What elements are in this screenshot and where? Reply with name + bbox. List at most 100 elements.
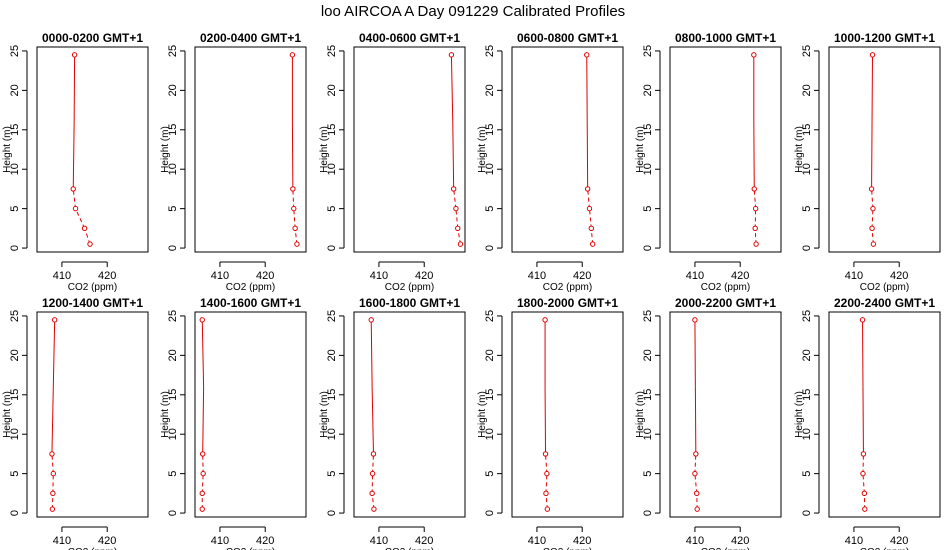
y-tick-label: 15 xyxy=(801,389,813,401)
y-tick-label: 25 xyxy=(9,45,21,57)
y-tick-label: 15 xyxy=(9,389,21,401)
panel-title: 2200-2400 GMT+1 xyxy=(834,296,935,310)
profile-segment xyxy=(753,188,757,209)
x-axis-label: CO2 (ppm) xyxy=(68,547,117,550)
data-point xyxy=(692,470,698,477)
y-tick-label: 0 xyxy=(9,510,21,516)
data-point xyxy=(692,317,698,323)
data-point xyxy=(290,186,296,192)
y-axis-label: Height (m) xyxy=(635,126,646,173)
y-tick-label: 0 xyxy=(642,245,654,251)
profile-series xyxy=(868,52,877,247)
figure-title: loo AIRCOA A Day 091229 Calibrated Profi… xyxy=(321,3,625,20)
y-tick-label: 10 xyxy=(9,163,21,175)
y-axis-label: Height (m) xyxy=(794,391,805,438)
y-axis-label: Height (m) xyxy=(477,126,488,173)
data-point xyxy=(868,186,875,192)
plot-frame xyxy=(36,46,149,253)
y-tick-label: 10 xyxy=(326,163,338,175)
profile-panel: 1800-2000 GMT+1 0 5 10 15 20 25 Height (m) 410 42… xyxy=(477,296,624,550)
profile-segment xyxy=(453,188,457,209)
y-tick-label: 10 xyxy=(642,163,654,175)
y-axis: 0 5 10 15 20 25 Height (m) xyxy=(635,310,661,516)
y-tick-label: 15 xyxy=(484,389,496,401)
y-tick-label: 25 xyxy=(167,45,179,57)
panel-title: 1400-1600 GMT+1 xyxy=(200,296,301,310)
profile-segment xyxy=(201,319,205,387)
y-axis: 0 5 10 15 20 25 Height (m) xyxy=(160,45,186,251)
y-tick-label: 25 xyxy=(326,310,338,322)
y-tick-label: 5 xyxy=(484,206,496,212)
y-tick-label: 15 xyxy=(9,124,21,136)
y-tick-label: 0 xyxy=(801,510,813,516)
profile-series xyxy=(542,317,551,512)
data-point xyxy=(859,317,866,323)
data-point xyxy=(50,490,56,497)
plot-frame xyxy=(828,46,941,253)
x-tick-label: 420 xyxy=(98,535,116,547)
panel-title: 0400-0600 GMT+1 xyxy=(359,31,460,45)
y-tick-label: 5 xyxy=(801,471,813,477)
data-point xyxy=(861,490,868,497)
data-point xyxy=(289,52,296,58)
y-axis-label: Height (m) xyxy=(2,391,13,438)
profile-segment xyxy=(84,228,91,245)
x-tick-label: 420 xyxy=(98,270,116,282)
x-tick-label: 410 xyxy=(845,270,863,282)
y-tick-label: 15 xyxy=(642,124,654,136)
y-tick-label: 15 xyxy=(801,124,813,136)
y-tick-label: 15 xyxy=(326,389,338,401)
x-axis-label: CO2 (ppm) xyxy=(226,282,275,293)
profile-panel: 2200-2400 GMT+1 0 5 10 15 20 25 Height (m) 410 42… xyxy=(794,296,941,550)
y-tick-label: 20 xyxy=(167,84,179,96)
x-tick-label: 410 xyxy=(528,535,546,547)
data-point xyxy=(751,186,757,192)
data-point xyxy=(81,225,88,232)
profile-segment xyxy=(455,208,459,229)
profile-segment xyxy=(694,473,698,494)
data-point xyxy=(71,52,78,58)
y-axis-label: Height (m) xyxy=(794,126,805,173)
y-axis-label: Height (m) xyxy=(2,126,13,173)
y-axis-label: Height (m) xyxy=(160,391,171,438)
x-tick-label: 420 xyxy=(573,535,591,547)
y-tick-label: 0 xyxy=(326,245,338,251)
y-tick-label: 0 xyxy=(167,510,179,516)
profile-segment xyxy=(370,319,373,387)
profile-segment xyxy=(202,386,205,454)
profile-series xyxy=(751,52,759,247)
profile-segment xyxy=(293,208,296,229)
profile-panel: 0600-0800 GMT+1 0 5 10 15 20 25 Height (m) 410 42… xyxy=(477,31,624,293)
profile-panel: 1000-1200 GMT+1 0 5 10 15 20 25 Height (m) 410 42… xyxy=(794,31,941,293)
y-tick-label: 25 xyxy=(167,310,179,322)
data-point xyxy=(693,451,699,457)
data-point xyxy=(49,506,56,512)
x-axis-label: CO2 (ppm) xyxy=(226,547,275,550)
data-point xyxy=(448,52,455,58)
data-point xyxy=(584,186,591,192)
data-point xyxy=(51,317,58,323)
panel-title: 2000-2200 GMT+1 xyxy=(675,296,776,310)
y-axis: 0 5 10 15 20 25 Height (m) xyxy=(2,45,28,251)
data-point xyxy=(862,506,868,512)
data-point xyxy=(294,241,300,247)
plot-frame xyxy=(194,311,307,518)
data-point xyxy=(369,470,376,477)
profile-segment xyxy=(51,453,54,474)
x-tick-label: 410 xyxy=(370,535,388,547)
data-point xyxy=(542,317,548,323)
y-tick-label: 0 xyxy=(167,245,179,251)
y-tick-label: 5 xyxy=(642,471,654,477)
y-tick-label: 25 xyxy=(484,45,496,57)
y-tick-label: 20 xyxy=(326,84,338,96)
y-axis: 0 5 10 15 20 25 Height (m) xyxy=(319,45,345,251)
y-tick-label: 20 xyxy=(9,349,21,361)
y-axis-label: Height (m) xyxy=(319,126,330,173)
y-tick-label: 25 xyxy=(326,45,338,57)
y-tick-label: 15 xyxy=(167,124,179,136)
x-axis-label: CO2 (ppm) xyxy=(543,282,592,293)
plot-frame xyxy=(828,311,941,518)
